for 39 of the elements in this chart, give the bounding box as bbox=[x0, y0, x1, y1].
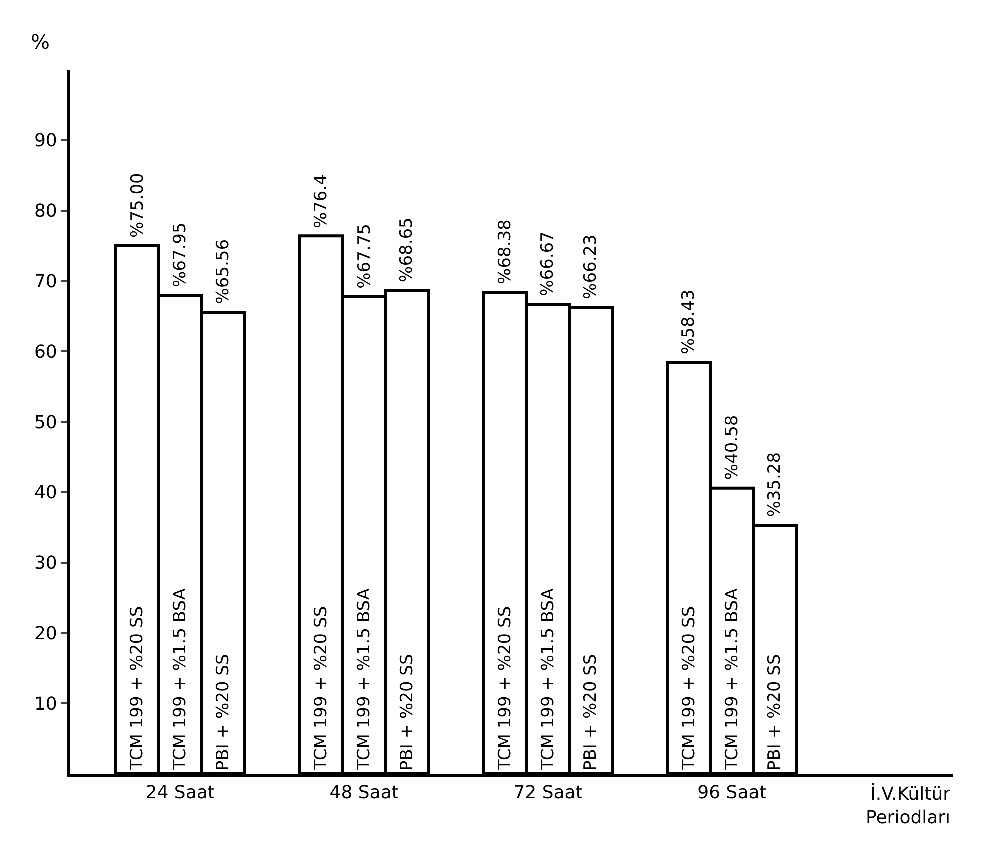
x-tick-label: 48 Saat bbox=[330, 782, 399, 804]
data-label: %67.75 bbox=[354, 224, 375, 289]
text: PBI + %20 SS bbox=[581, 654, 602, 771]
data-label: %40.58 bbox=[722, 415, 742, 480]
x-tick-label: 96 Saat bbox=[698, 782, 767, 804]
x-tick-label: 72 Saat bbox=[514, 782, 583, 804]
y-tick-label: 10 bbox=[34, 694, 58, 715]
data-label: %68.38 bbox=[495, 220, 516, 284]
x-axis-title: İ.V.Kültür Periodları bbox=[866, 783, 952, 828]
series-label: TCM 199 + %20 SS bbox=[127, 606, 148, 771]
text: TCM 199 + %1.5 BSA bbox=[354, 588, 374, 770]
data-label: %58.43 bbox=[679, 290, 700, 354]
y-tick-label: 40 bbox=[34, 482, 58, 504]
text: TCM 199 + %20 SS bbox=[679, 606, 700, 770]
series-label: TCM 199 + %1.5 BSA bbox=[170, 588, 190, 771]
y-tick-label: 80 bbox=[34, 201, 58, 222]
data-label: %66.23 bbox=[580, 234, 601, 300]
text: TCM 199 + %1.5 BSA bbox=[722, 588, 742, 770]
text: PBI + %20 SS bbox=[765, 654, 786, 771]
y-tick-label: 30 bbox=[34, 553, 58, 574]
data-label: %66.67 bbox=[538, 232, 558, 296]
y-tick-label: 70 bbox=[34, 272, 58, 292]
text: TCM 199 + %20 SS bbox=[311, 606, 332, 770]
y-tick-label: 90 bbox=[34, 130, 58, 152]
text: TCM 199 + %1.5 BSA bbox=[538, 588, 558, 770]
data-label: %67.95 bbox=[170, 222, 190, 288]
data-label: %65.56 bbox=[213, 239, 234, 304]
y-tick-label: 50 bbox=[34, 412, 58, 434]
y-tick-label: 60 bbox=[34, 342, 58, 363]
data-label: %75.00 bbox=[128, 173, 148, 238]
data-label: %68.65 bbox=[397, 218, 418, 282]
text: TCM 199 + %20 SS bbox=[495, 606, 516, 770]
x-tick-label: 24 Saat bbox=[146, 782, 215, 804]
data-label: %76.4 bbox=[311, 174, 332, 229]
series-label: PBI + %20 SS bbox=[213, 654, 234, 771]
text: PBI + %20 SS bbox=[397, 654, 418, 771]
y-axis-title: % bbox=[31, 30, 50, 54]
data-label: %35.28 bbox=[765, 452, 786, 518]
y-tick-label: 20 bbox=[34, 624, 58, 644]
